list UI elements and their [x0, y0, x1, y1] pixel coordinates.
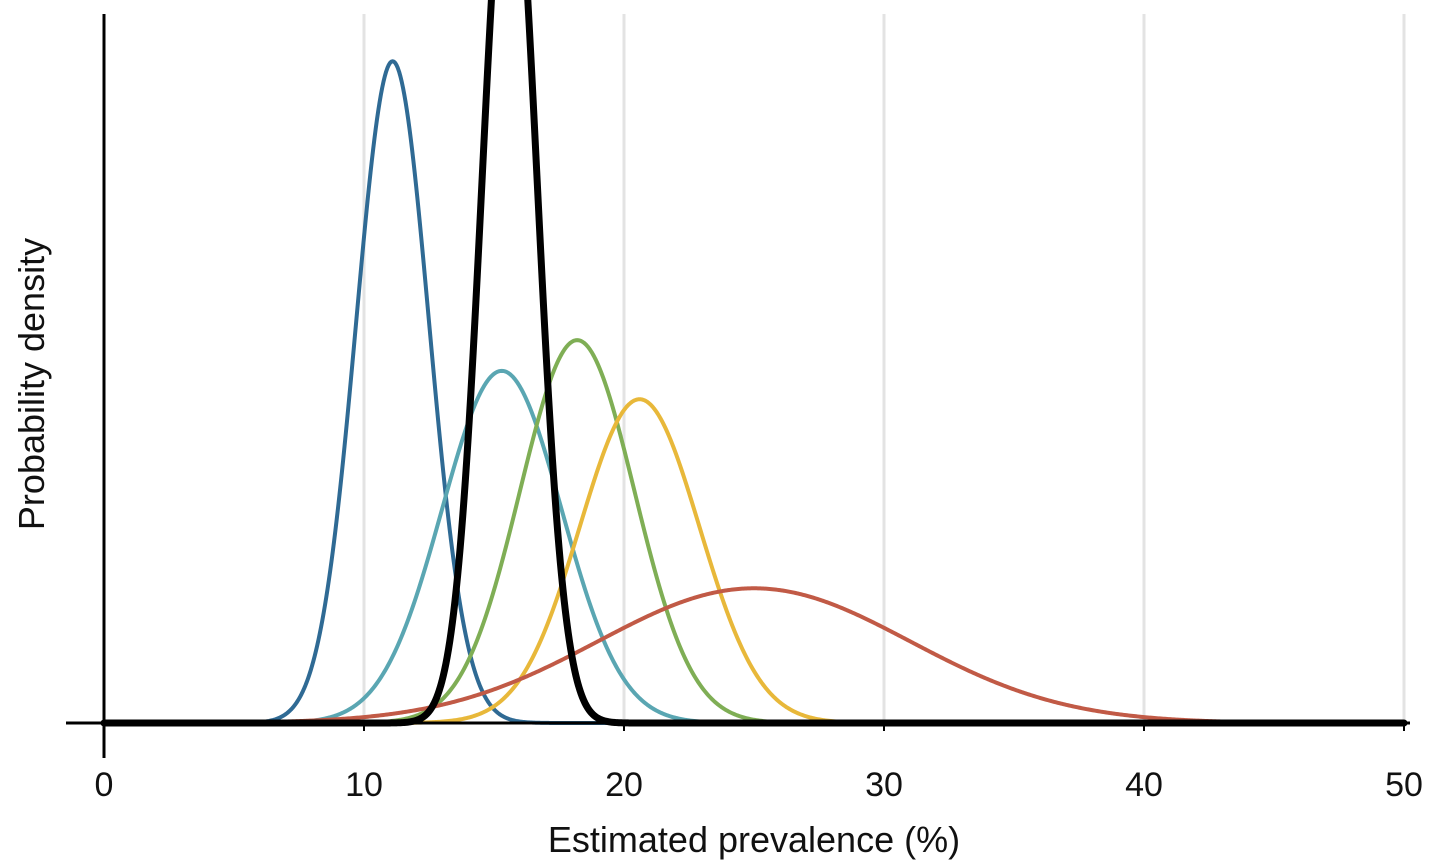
- x-tick-label-10: 10: [345, 766, 383, 804]
- x-tick-label-40: 40: [1125, 766, 1163, 804]
- density-curve-6: [100, 0, 1408, 727]
- density-curve-3: [102, 338, 1406, 725]
- x-tick-label-30: 30: [865, 766, 903, 804]
- density-curve-4: [102, 397, 1406, 725]
- density-curve-5: [102, 586, 1406, 725]
- x-tick-labels: 0 10 20 30 40 50: [95, 723, 1423, 804]
- y-axis-label: Probability density: [11, 238, 52, 530]
- vertical-gridlines: [362, 14, 1406, 723]
- x-axis-label: Estimated prevalence (%): [548, 819, 960, 860]
- x-tick-label-50: 50: [1385, 766, 1423, 804]
- x-tick-label-20: 20: [605, 766, 643, 804]
- density-curve-1: [102, 59, 1406, 725]
- x-tick-label-0: 0: [95, 766, 114, 804]
- density-curves: [100, 0, 1408, 727]
